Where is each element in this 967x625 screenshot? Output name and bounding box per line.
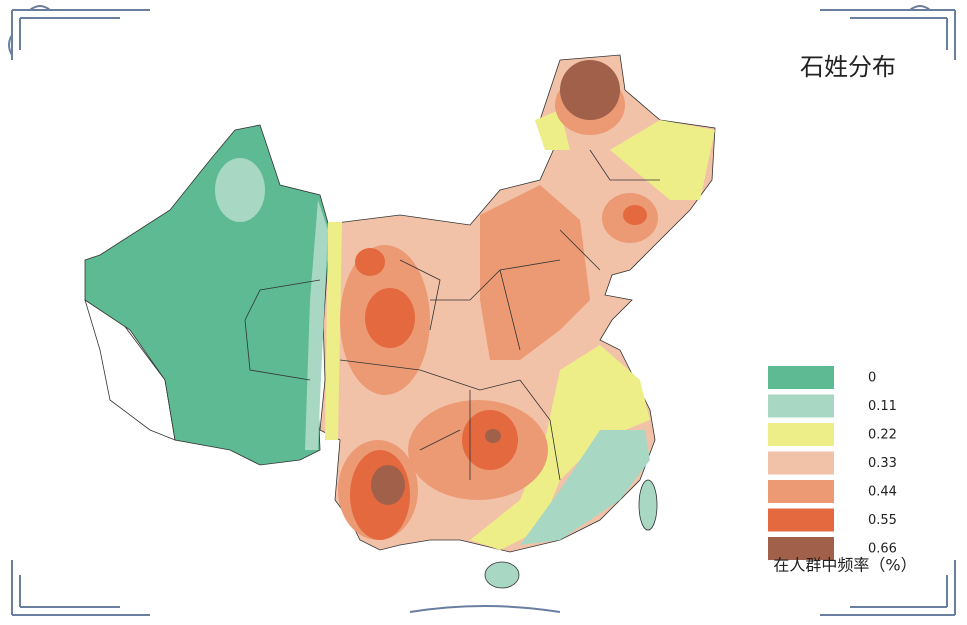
- legend-label: 0: [868, 371, 876, 386]
- legend-label: 0.33: [868, 456, 897, 471]
- map-title: 石姓分布: [800, 53, 896, 81]
- region-yellow: [470, 345, 650, 550]
- region-west: [84, 124, 331, 466]
- region-brown: [371, 465, 405, 505]
- region-dark-orange: [355, 248, 385, 276]
- legend-label: 0.22: [868, 428, 897, 443]
- region-light-green: [215, 158, 265, 222]
- region-brown: [560, 60, 620, 120]
- region-dark-orange: [365, 288, 415, 348]
- region-light-green: [520, 430, 650, 545]
- legend-swatch: [768, 451, 834, 475]
- legend-label: 0.55: [868, 513, 897, 528]
- legend-caption: 在人群中频率（%）: [773, 556, 916, 575]
- region-dark-orange: [623, 205, 647, 225]
- legend-swatch: [768, 394, 834, 418]
- province-borders: [244, 149, 660, 481]
- region-brown: [485, 429, 501, 443]
- region-unsampled: [84, 299, 176, 441]
- legend: 0 0.11 0.22 0.33 0.44 0.55 0.66: [768, 366, 897, 560]
- legend-swatch: [768, 366, 834, 389]
- china-map: [84, 54, 716, 589]
- region-yellow: [610, 120, 715, 200]
- corner-ornaments: [8, 5, 956, 616]
- region-yellow: [325, 222, 342, 440]
- region-light-green: [305, 200, 328, 450]
- legend-label: 0.44: [868, 485, 897, 500]
- legend-label: 0.11: [868, 399, 897, 414]
- island: [638, 479, 658, 531]
- region-orange: [480, 185, 590, 360]
- legend-swatch: [768, 480, 834, 503]
- legend-swatch: [768, 508, 834, 532]
- legend-label: 0.66: [868, 542, 897, 557]
- legend-swatch: [768, 537, 834, 560]
- island: [484, 561, 520, 589]
- legend-swatch: [768, 423, 834, 446]
